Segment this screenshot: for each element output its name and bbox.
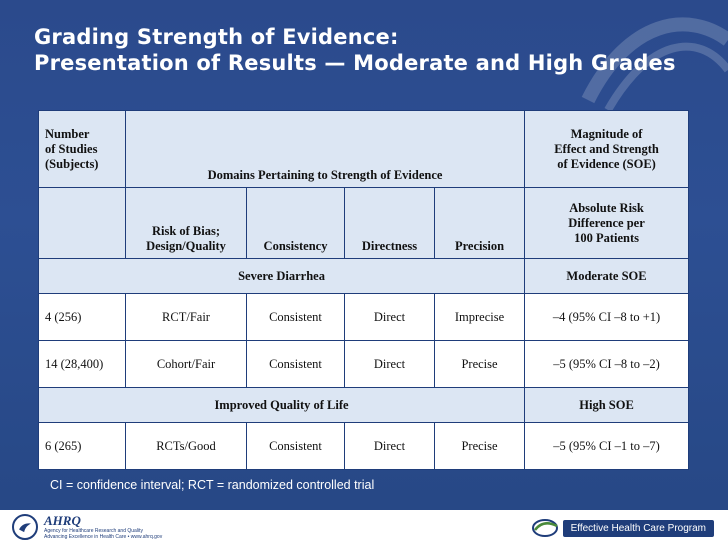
cell-bias: RCT/Fair bbox=[125, 293, 247, 341]
section-outcome: Improved Quality of Life bbox=[37, 387, 526, 423]
table-row: 14 (28,400) Cohort/Fair Consistent Direc… bbox=[38, 340, 690, 388]
header-directness: Directness bbox=[344, 187, 435, 259]
header-absolute-line: Absolute Risk bbox=[569, 200, 644, 215]
header-row-2: Risk of Bias; Design/Quality Consistency… bbox=[38, 187, 690, 259]
cell-bias: RCTs/Good bbox=[125, 422, 247, 470]
ehc-label: Effective Health Care Program bbox=[562, 519, 714, 537]
cell-studies: 6 (265) bbox=[38, 422, 126, 470]
header-magnitude-line: Effect and Strength bbox=[554, 141, 659, 156]
footer-bar: AHRQ Agency for Healthcare Research and … bbox=[0, 510, 728, 546]
cell-directness: Direct bbox=[344, 422, 435, 470]
ahrq-logo: AHRQ Agency for Healthcare Research and … bbox=[12, 514, 162, 540]
section-grade: High SOE bbox=[524, 387, 690, 423]
cell-precision: Imprecise bbox=[433, 293, 526, 341]
header-absolute-line: Difference per bbox=[568, 215, 645, 230]
ahrq-tagline: Advancing Excellence in Health Care • ww… bbox=[44, 534, 163, 540]
ahrq-subtitle: Agency for Healthcare Research and Quali… bbox=[44, 528, 143, 534]
table-row: 6 (265) RCTs/Good Consistent Direct Prec… bbox=[38, 422, 690, 470]
cell-effect: –5 (95% CI –1 to –7) bbox=[524, 422, 690, 470]
section-grade: Moderate SOE bbox=[524, 258, 690, 294]
header-absolute-risk: Absolute Risk Difference per 100 Patient… bbox=[524, 187, 690, 259]
header-absolute-line: 100 Patients bbox=[574, 230, 639, 245]
cell-consistency: Consistent bbox=[246, 340, 345, 388]
header-magnitude-line: Magnitude of bbox=[570, 126, 643, 141]
header-risk-of-bias: Risk of Bias; Design/Quality bbox=[125, 187, 247, 259]
header-empty-cell bbox=[38, 187, 126, 259]
header-magnitude: Magnitude of Effect and Strength of Evid… bbox=[524, 110, 690, 188]
section-band-row: Improved Quality of Life High SOE bbox=[37, 387, 690, 423]
cell-studies: 4 (256) bbox=[38, 293, 126, 341]
section-band-row: Severe Diarrhea Moderate SOE bbox=[37, 258, 690, 294]
slide-title: Grading Strength of Evidence: Presentati… bbox=[34, 24, 714, 76]
ahrq-text: AHRQ Agency for Healthcare Research and … bbox=[44, 513, 163, 541]
cell-precision: Precise bbox=[433, 422, 526, 470]
decorative-swirl bbox=[581, 17, 728, 110]
header-row-1: Number of Studies (Subjects) Domains Per… bbox=[38, 110, 690, 188]
table-row: 4 (256) RCT/Fair Consistent Direct Impre… bbox=[38, 293, 690, 341]
cell-consistency: Consistent bbox=[246, 422, 345, 470]
cell-bias: Cohort/Fair bbox=[125, 340, 247, 388]
header-studies-line: of Studies bbox=[45, 141, 98, 156]
cell-directness: Direct bbox=[344, 340, 435, 388]
header-precision: Precision bbox=[433, 187, 526, 259]
ehc-logo: Effective Health Care Program bbox=[531, 518, 714, 538]
cell-precision: Precise bbox=[433, 340, 526, 388]
cell-studies: 14 (28,400) bbox=[38, 340, 126, 388]
header-studies: Number of Studies (Subjects) bbox=[38, 110, 126, 188]
header-studies-line: (Subjects) bbox=[45, 156, 99, 171]
cell-consistency: Consistent bbox=[246, 293, 345, 341]
ehc-swoosh-icon bbox=[531, 519, 558, 537]
strength-of-evidence-table: Number of Studies (Subjects) Domains Per… bbox=[37, 110, 690, 470]
header-studies-line: Number bbox=[45, 126, 90, 141]
ahrq-name: AHRQ bbox=[44, 513, 81, 528]
cell-effect: –5 (95% CI –8 to –2) bbox=[524, 340, 690, 388]
hhs-eagle-icon bbox=[12, 514, 38, 540]
header-magnitude-line: of Evidence (SOE) bbox=[557, 156, 656, 171]
header-consistency: Consistency bbox=[246, 187, 345, 259]
header-risk-line: Design/Quality bbox=[146, 239, 226, 253]
title-line-2: Presentation of Results — Moderate and H… bbox=[34, 51, 676, 75]
header-risk-line: Risk of Bias; bbox=[151, 224, 221, 238]
footnote: CI = confidence interval; RCT = randomiz… bbox=[50, 478, 375, 492]
title-line-1: Grading Strength of Evidence: bbox=[34, 25, 399, 49]
cell-directness: Direct bbox=[344, 293, 435, 341]
cell-effect: –4 (95% CI –8 to +1) bbox=[524, 293, 690, 341]
section-outcome: Severe Diarrhea bbox=[37, 258, 526, 294]
header-domains: Domains Pertaining to Strength of Eviden… bbox=[124, 110, 526, 188]
